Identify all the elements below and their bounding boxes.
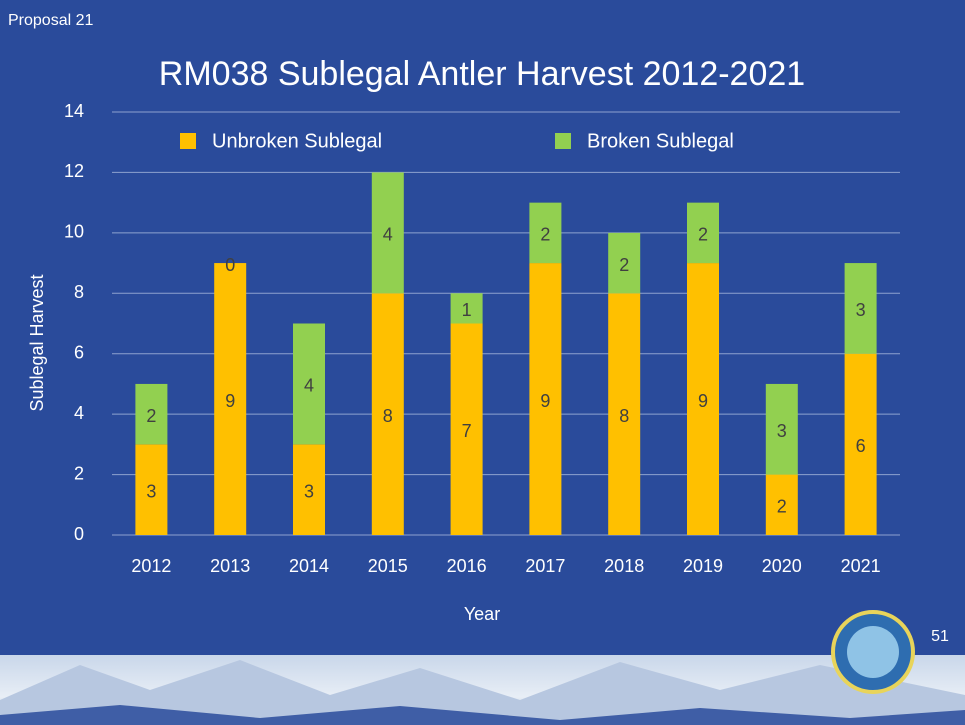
x-tick-label: 2014 — [289, 556, 329, 576]
data-label: 2 — [540, 225, 550, 245]
data-label: 2 — [777, 497, 787, 517]
x-tick-label: 2016 — [447, 556, 487, 576]
data-label: 8 — [383, 406, 393, 426]
y-axis-title: Sublegal Harvest — [27, 274, 47, 411]
legend-label: Unbroken Sublegal — [212, 130, 382, 152]
y-tick-label: 2 — [74, 463, 84, 483]
data-label: 0 — [225, 255, 235, 275]
chart-title: RM038 Sublegal Antler Harvest 2012-2021 — [159, 55, 805, 93]
data-label: 9 — [540, 391, 550, 411]
data-label: 3 — [146, 481, 156, 501]
x-tick-label: 2018 — [604, 556, 644, 576]
data-label: 4 — [383, 225, 393, 245]
y-tick-label: 12 — [64, 161, 84, 181]
data-label: 9 — [698, 391, 708, 411]
y-tick-label: 0 — [74, 524, 84, 544]
data-label: 4 — [304, 376, 314, 396]
x-tick-label: 2019 — [683, 556, 723, 576]
data-label: 3 — [777, 421, 787, 441]
x-tick-label: 2021 — [841, 556, 881, 576]
footer-banner — [0, 655, 965, 725]
x-tick-label: 2015 — [368, 556, 408, 576]
data-label: 1 — [462, 300, 472, 320]
y-tick-label: 4 — [74, 403, 84, 423]
x-tick-label: 2012 — [131, 556, 171, 576]
x-tick-label: 2020 — [762, 556, 802, 576]
page: Proposal 21 RM038 Sublegal Antler Harves… — [0, 0, 965, 725]
data-label: 3 — [856, 300, 866, 320]
x-axis-title: Year — [464, 604, 500, 624]
data-label: 2 — [619, 255, 629, 275]
legend-label: Broken Sublegal — [587, 130, 734, 152]
data-label: 3 — [304, 481, 314, 501]
logo — [833, 612, 913, 692]
slide: Proposal 21 RM038 Sublegal Antler Harves… — [0, 0, 965, 725]
logo-inner — [847, 626, 899, 678]
data-label: 2 — [146, 406, 156, 426]
data-label: 9 — [225, 391, 235, 411]
x-tick-label: 2017 — [525, 556, 565, 576]
y-tick-label: 6 — [74, 342, 84, 362]
x-tick-label: 2013 — [210, 556, 250, 576]
legend-swatch — [180, 133, 196, 149]
data-label: 7 — [462, 421, 472, 441]
y-tick-label: 8 — [74, 282, 84, 302]
y-tick-label: 14 — [64, 101, 84, 121]
legend-swatch — [555, 133, 571, 149]
page-number: 51 — [931, 628, 949, 645]
data-label: 2 — [698, 225, 708, 245]
data-label: 8 — [619, 406, 629, 426]
y-tick-label: 10 — [64, 222, 84, 242]
slide-label: Proposal 21 — [8, 12, 93, 29]
data-label: 6 — [856, 436, 866, 456]
